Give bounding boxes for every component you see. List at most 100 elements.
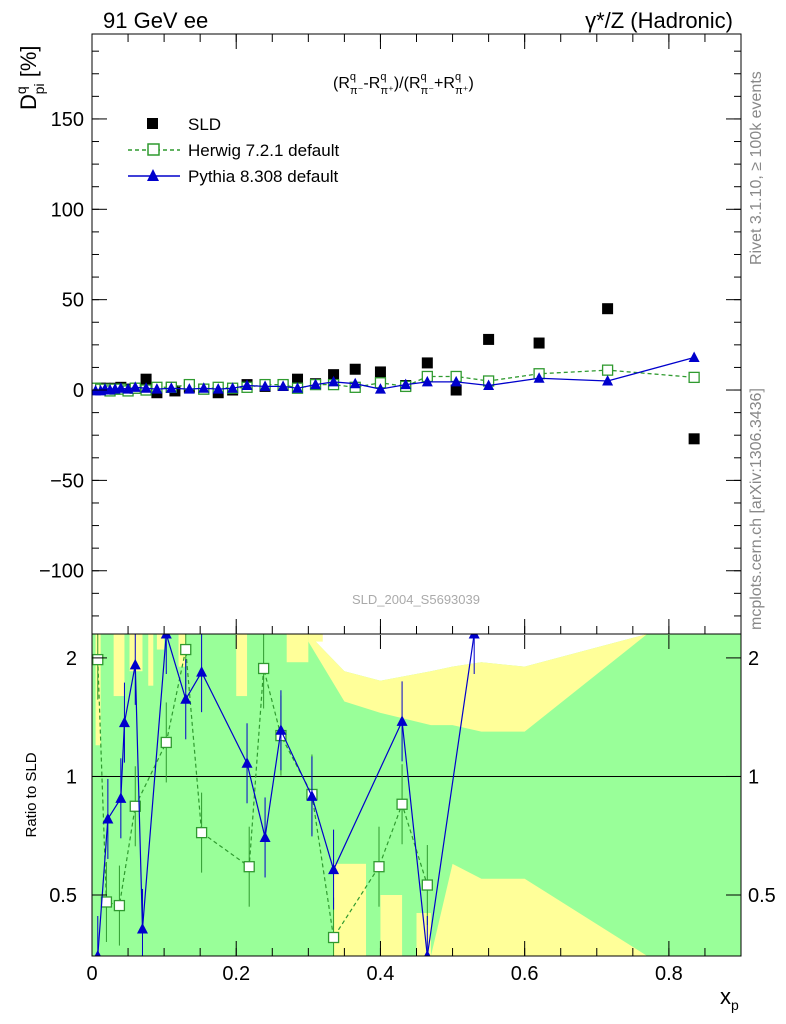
legend-pythia-label: Pythia 8.308 default xyxy=(188,167,339,186)
svg-text:(Rqπ⁻-Rqπ⁺)/(Rqπ⁻+Rqπ⁺): (Rq π⁻-Rq π⁺)/(Rq π⁻+Rq π⁺) xyxy=(333,71,474,97)
data-point-pythia xyxy=(140,382,152,393)
data-point-sld xyxy=(292,373,304,385)
ratio-point-herwig xyxy=(160,736,172,749)
ratio-ytick-label-right: 0.5 xyxy=(748,885,776,907)
ratio-series xyxy=(92,634,480,956)
legend-herwig: Herwig 7.2.1 default xyxy=(128,141,339,160)
data-point-herwig xyxy=(601,364,614,376)
ratio-point-pythia xyxy=(424,950,431,956)
data-point-pythia xyxy=(151,383,163,394)
axes: −100 −50 0 50 100 150 0.5 0.5 1 1 2 2 0 0.2 0.4 0.6 0.8 xyxy=(39,34,776,985)
xtick-label: 0.6 xyxy=(511,963,539,985)
band-yellow-stripe xyxy=(308,634,323,642)
ratio-ytick-label-right: 2 xyxy=(748,648,759,670)
header-left: 91 GeV ee xyxy=(103,8,208,33)
main-ytick-label: 100 xyxy=(51,199,84,221)
data-point-sld xyxy=(349,363,361,375)
data-point-sld xyxy=(483,333,495,345)
legend-pythia: Pythia 8.308 default xyxy=(128,167,339,186)
ratio-ytick-label: 2 xyxy=(66,648,77,670)
ratio-point-pythia xyxy=(241,757,253,768)
data-point-pythia xyxy=(277,380,289,391)
ratio-point-pythia xyxy=(102,812,114,824)
legend-herwig-label: Herwig 7.2.1 default xyxy=(188,141,339,160)
ratio-bands xyxy=(92,634,741,956)
xtick-label: 0.8 xyxy=(655,963,683,985)
ratio-point-pythia xyxy=(136,922,148,934)
data-point-pythia xyxy=(483,379,495,391)
svg-text:xp: xp xyxy=(720,984,739,1013)
main-ytick-label: 50 xyxy=(62,290,84,312)
ratio-point-herwig xyxy=(243,861,255,873)
xtick-label: 0 xyxy=(86,963,97,985)
ratio-point-pythia xyxy=(180,693,192,704)
data-point-pythia xyxy=(227,382,239,393)
data-point-sld xyxy=(140,373,152,385)
xlabel: xp xyxy=(720,984,739,1013)
ratio-point-herwig xyxy=(195,826,208,839)
data-point-pythia xyxy=(310,378,322,390)
legend-pythia-marker xyxy=(147,169,159,181)
band-yellow-stripe xyxy=(286,634,309,663)
data-point-pythia xyxy=(688,351,700,362)
data-point-pythia xyxy=(241,379,253,391)
ratio-point-herwig xyxy=(92,653,104,666)
band-yellow-stripe xyxy=(113,634,125,697)
ratio-point-herwig xyxy=(396,798,408,810)
data-point-pythia xyxy=(115,382,127,393)
data-point-sld xyxy=(421,357,433,369)
ratio-point-pythia xyxy=(160,634,172,639)
data-point-pythia xyxy=(292,382,304,393)
band-white-region xyxy=(308,634,741,681)
main-series xyxy=(92,303,700,445)
analysis-watermark: SLD_2004_S5693039 xyxy=(352,592,480,607)
ratio-point-pythia xyxy=(115,792,127,803)
ratio-point-pythia xyxy=(196,666,208,677)
ratio-point-pythia xyxy=(94,950,101,956)
data-point-pythia xyxy=(374,383,386,394)
data-point-pythia xyxy=(349,377,361,389)
ratio-point-pythia xyxy=(328,863,340,875)
data-point-pythia xyxy=(400,378,412,390)
data-point-sld xyxy=(602,303,614,315)
ratio-point-herwig xyxy=(100,896,113,908)
main-ytick-label: −50 xyxy=(50,470,84,492)
data-point-herwig xyxy=(688,371,700,384)
ratio-point-herwig xyxy=(257,662,270,675)
band-yellow-stripe xyxy=(156,634,165,650)
legend-herwig-marker xyxy=(147,143,160,156)
band-yellow-stripe-low xyxy=(380,894,403,956)
band-yellow-lower xyxy=(308,863,741,956)
data-point-pythia xyxy=(533,372,545,383)
xtick-label: 0.2 xyxy=(222,963,250,985)
legend-sld-marker xyxy=(147,118,158,129)
ratio-point-pythia xyxy=(306,790,318,801)
ratio-point-herwig xyxy=(373,861,385,873)
data-point-sld xyxy=(328,369,340,381)
main-ytick-label: −100 xyxy=(39,561,84,583)
ratio-point-herwig xyxy=(113,899,126,912)
ratio-ytick-label-right: 1 xyxy=(748,766,759,788)
ratio-point-herwig xyxy=(327,931,340,944)
data-point-pythia xyxy=(602,374,614,386)
legend-sld: SLD xyxy=(147,115,221,134)
legend-sld-label: SLD xyxy=(188,115,221,134)
data-point-pythia xyxy=(328,375,340,387)
ratio-point-herwig xyxy=(421,879,433,891)
data-point-pythia xyxy=(165,382,177,393)
data-point-pythia xyxy=(183,383,195,394)
ratio-point-herwig xyxy=(129,800,141,812)
band-yellow-upper xyxy=(308,634,741,732)
data-point-sld xyxy=(374,366,386,378)
data-point-sld xyxy=(688,433,700,445)
data-point-sld xyxy=(450,384,462,396)
ratio-ytick-label: 1 xyxy=(66,766,77,788)
main-ylabel: Dq pi [%] xyxy=(13,46,47,111)
data-point-pythia xyxy=(198,382,210,393)
band-yellow-stripe xyxy=(236,634,248,697)
data-point-pythia xyxy=(212,383,224,394)
xtick-label: 0.4 xyxy=(367,963,395,985)
